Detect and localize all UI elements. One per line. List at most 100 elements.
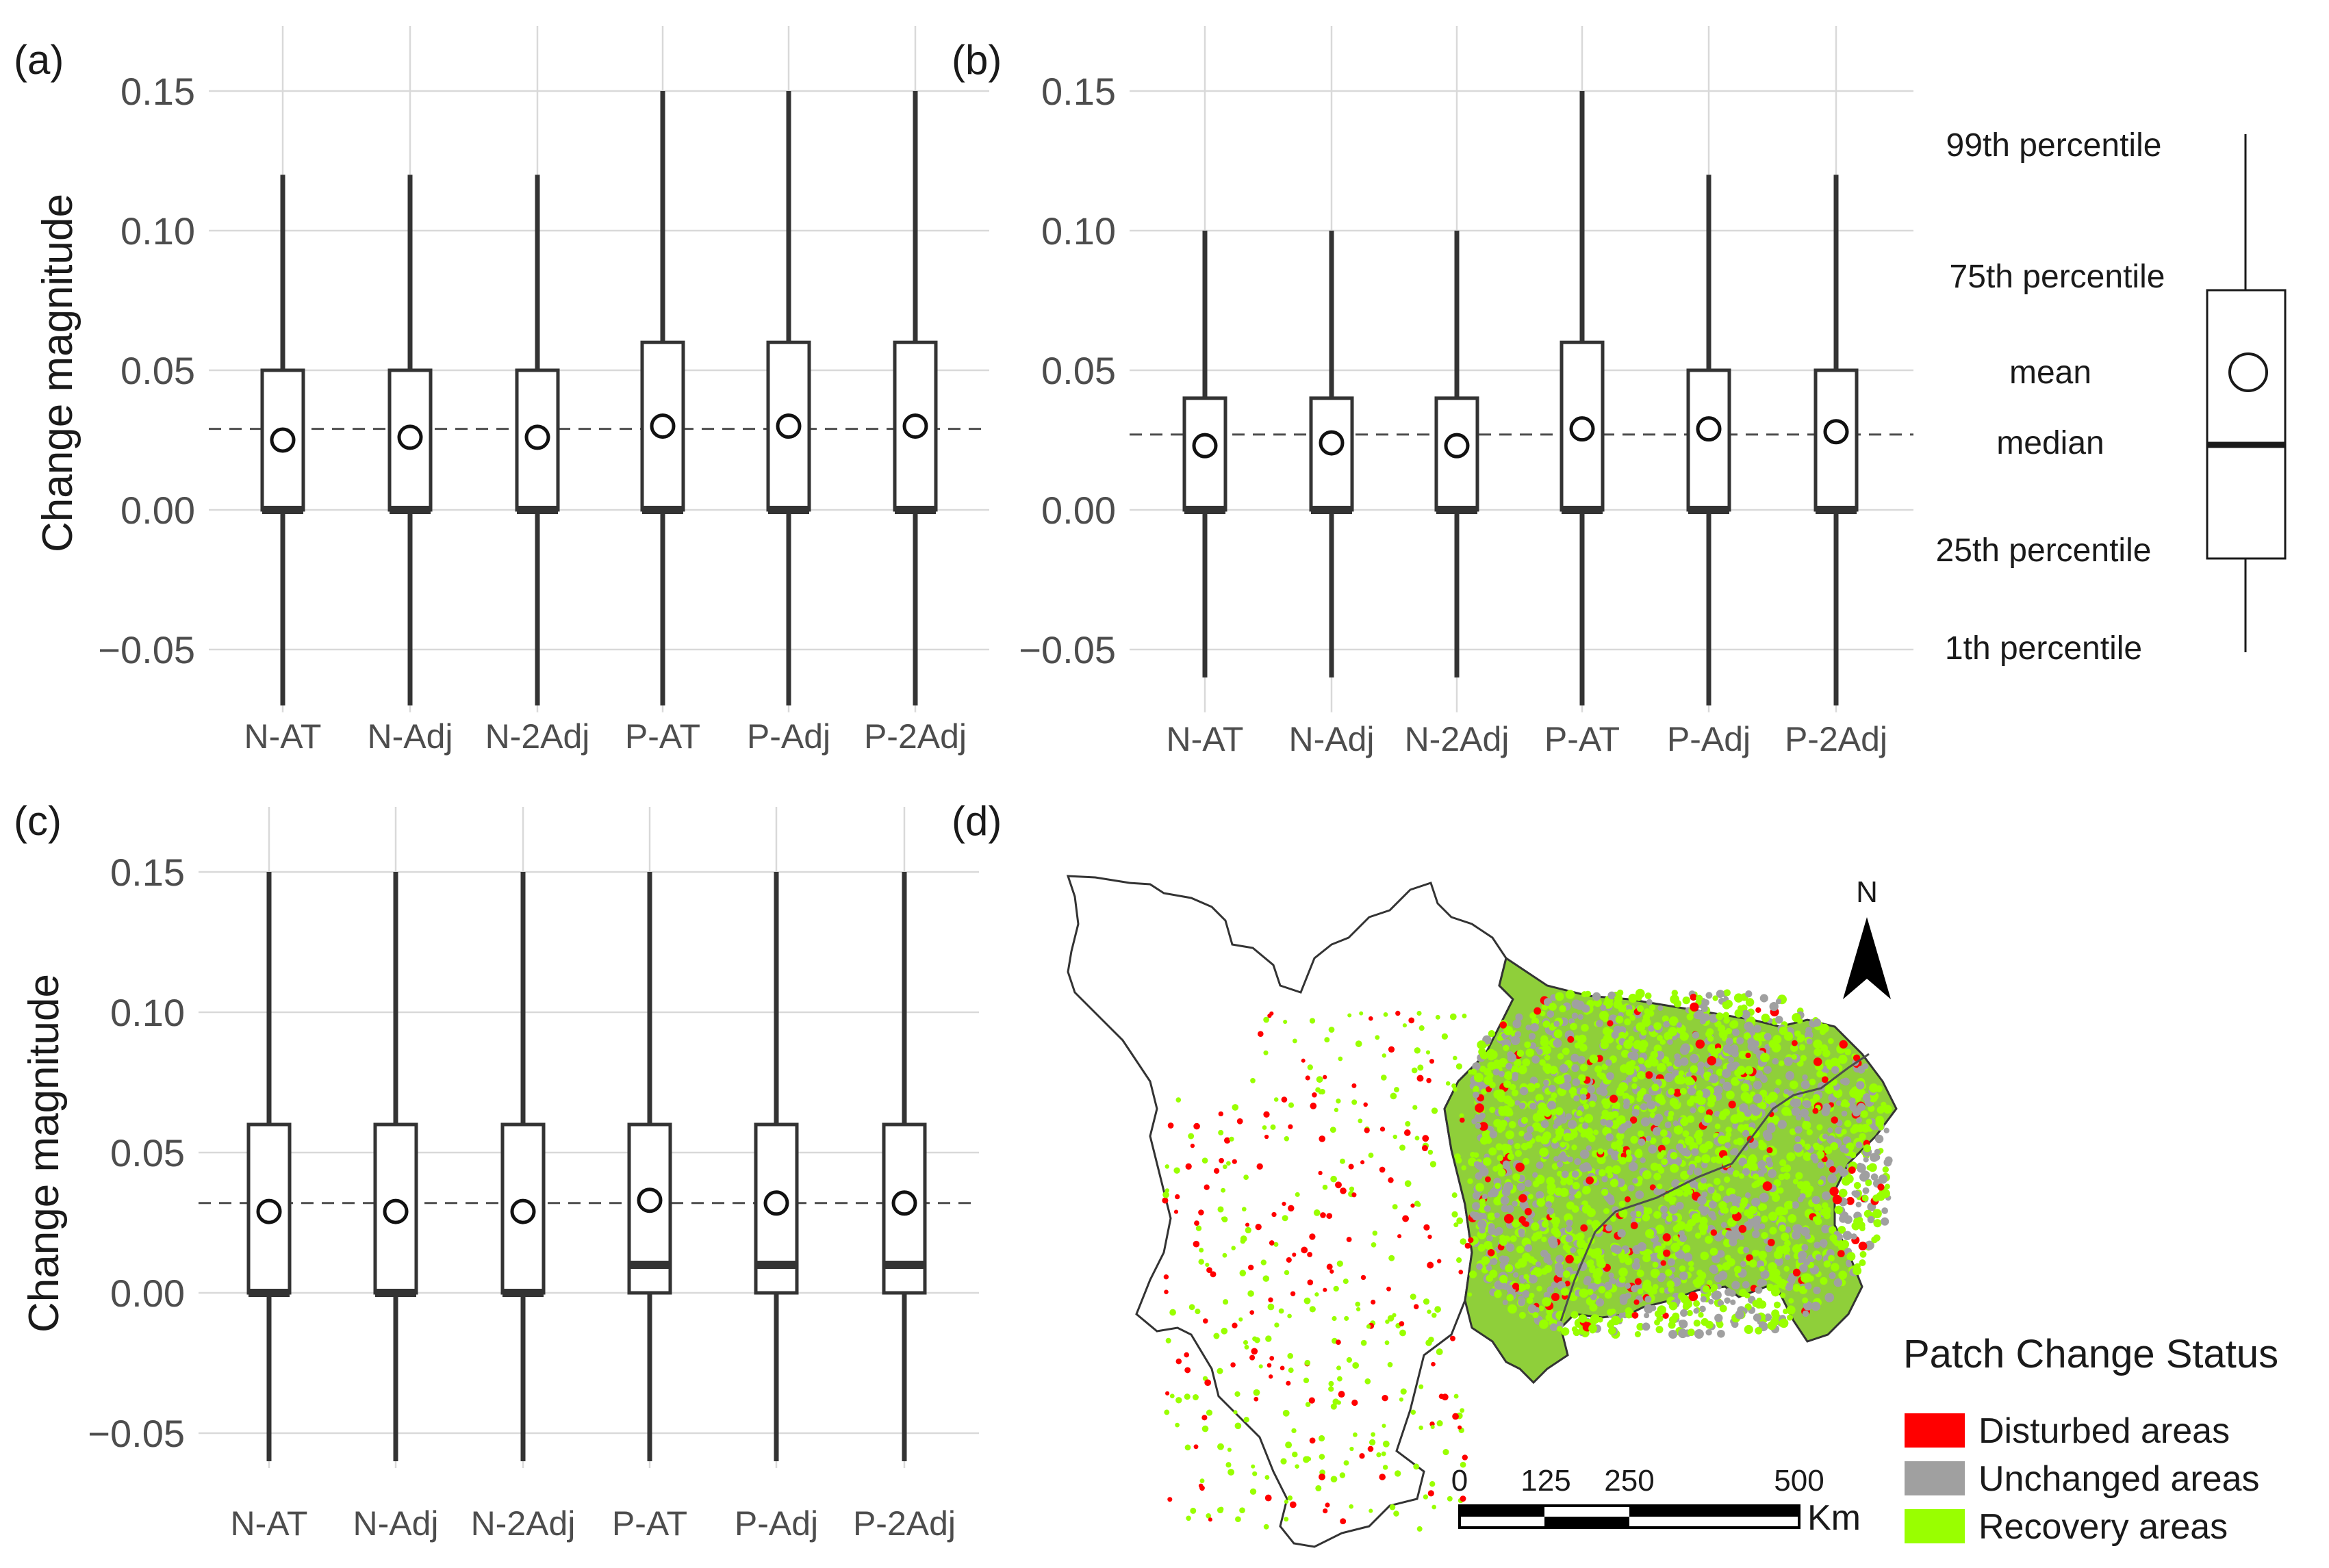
patch-dot — [1818, 1179, 1824, 1185]
patch-dot — [1544, 1054, 1551, 1061]
patch-dot — [1678, 1070, 1685, 1077]
patch-dot — [1515, 1162, 1525, 1172]
patch-dot — [1690, 1065, 1698, 1074]
patch-dot — [1693, 1095, 1701, 1104]
patch-dot — [1856, 1081, 1865, 1090]
patch-dot — [1173, 1209, 1179, 1214]
patch-dot — [1786, 1152, 1796, 1161]
patch-dot — [1707, 1055, 1717, 1066]
patch-dot — [1287, 1352, 1293, 1359]
patch-dot — [1487, 1062, 1496, 1070]
patch-dot — [1514, 1150, 1522, 1157]
patch-dot — [1735, 1310, 1744, 1320]
patch-dot — [1379, 1474, 1386, 1480]
patch-dot — [1489, 1107, 1496, 1114]
patch-dot — [1541, 1236, 1547, 1242]
patch-dot — [1805, 1283, 1812, 1290]
patch-dot — [1781, 1233, 1790, 1242]
patch-dot — [1786, 1305, 1796, 1315]
legend-swatch-unchanged — [1905, 1461, 1965, 1495]
patch-dot — [1164, 1188, 1170, 1193]
patch-dot — [1310, 1103, 1317, 1109]
patch-dot — [1846, 1252, 1856, 1261]
patch-dot — [1717, 1135, 1727, 1145]
patch-dot — [1725, 1090, 1735, 1100]
x-tick-label: N-2Adj — [1405, 720, 1510, 758]
box-n-2adj — [515, 175, 560, 706]
patch-dot — [1551, 1092, 1557, 1099]
patch-dot — [1292, 1451, 1298, 1458]
y-tick-label: 0.10 — [120, 209, 195, 253]
patch-dot — [1346, 1357, 1353, 1363]
patch-dot — [1673, 1157, 1682, 1166]
patch-dot — [1686, 1309, 1693, 1317]
patch-dot — [1234, 1422, 1242, 1430]
key-25th-percentile-label: 25th percentile — [1936, 532, 2152, 569]
patch-dot — [1580, 1094, 1587, 1101]
patch-dot — [1714, 1274, 1722, 1283]
patch-dot — [1232, 1104, 1239, 1111]
patch-dot — [1239, 1270, 1247, 1276]
patch-dot — [1579, 1088, 1588, 1096]
patch-dot — [1722, 1012, 1730, 1018]
patch-dot — [1791, 1107, 1800, 1116]
patch-dot — [1555, 1107, 1564, 1116]
patch-dot — [1637, 1070, 1646, 1080]
patch-dot — [1803, 1152, 1812, 1161]
patch-dot — [1716, 990, 1725, 999]
patch-dot — [1546, 1177, 1555, 1186]
patch-dot — [1568, 1187, 1577, 1196]
patch-dot — [1567, 1156, 1573, 1163]
patch-dot — [1494, 1212, 1500, 1218]
patch-dot — [1416, 1526, 1423, 1532]
patch-dot — [1588, 1324, 1598, 1333]
patch-dot — [1253, 1389, 1260, 1396]
patch-dot — [1565, 1255, 1574, 1264]
patch-dot — [1760, 1270, 1770, 1279]
patch-dot — [1604, 1291, 1612, 1299]
patch-dot — [1486, 1265, 1492, 1271]
patch-dot — [1730, 1299, 1736, 1305]
patch-dot — [1652, 1127, 1662, 1136]
patch-dot — [1799, 1193, 1806, 1200]
patch-dot — [1436, 1420, 1443, 1427]
patch-dot — [1757, 1159, 1767, 1170]
patch-dot — [1487, 1212, 1496, 1221]
patch-dot — [1566, 1225, 1573, 1233]
patch-dot — [1750, 1163, 1759, 1171]
patch-dot — [1792, 1098, 1802, 1107]
patch-dot — [1315, 1087, 1321, 1093]
patch-dot — [1761, 1279, 1768, 1286]
patch-dot — [1253, 1396, 1259, 1402]
patch-dot — [1745, 1053, 1751, 1059]
patch-dot — [1269, 1374, 1273, 1379]
patch-dot — [1707, 1186, 1715, 1194]
patch-dot — [1583, 1114, 1594, 1123]
patch-dot — [1618, 1082, 1628, 1092]
patch-dot — [1481, 1088, 1488, 1095]
patch-dot — [1473, 1161, 1480, 1168]
patch-dot — [1602, 1027, 1612, 1036]
patch-dot — [1600, 1040, 1609, 1049]
patch-dot — [1218, 1111, 1223, 1117]
patch-dot — [1641, 1017, 1651, 1027]
patch-dot — [1628, 993, 1638, 1003]
patch-dot — [1798, 1250, 1807, 1260]
patch-dot — [1562, 1244, 1570, 1251]
patch-dot — [1682, 1130, 1690, 1138]
patch-dot — [1635, 1148, 1642, 1156]
patch-dot — [1817, 1161, 1824, 1169]
patch-dot — [1755, 1300, 1763, 1309]
patch-dot — [1472, 1091, 1479, 1098]
patch-dot — [1423, 1298, 1430, 1305]
patch-dot — [1746, 1254, 1753, 1261]
box-p-at — [1560, 91, 1605, 706]
patch-dot — [1738, 1173, 1744, 1179]
patch-dot — [1526, 1126, 1534, 1133]
y-tick-label: 0.15 — [1041, 70, 1116, 113]
patch-dot — [1542, 1079, 1549, 1086]
patch-dot — [1668, 1027, 1678, 1037]
patch-dot — [1825, 1159, 1834, 1168]
box-p-2adj — [893, 91, 938, 706]
legend-label-disturbed: Disturbed areas — [1978, 1411, 2230, 1451]
